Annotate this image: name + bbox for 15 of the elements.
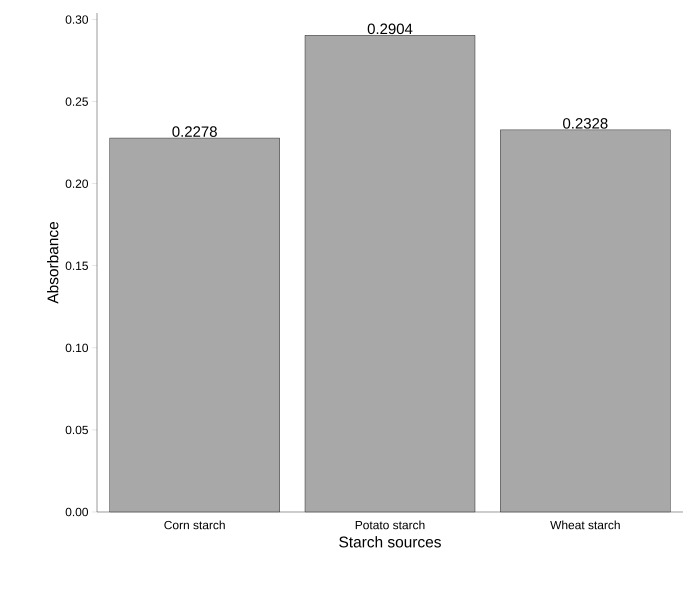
x-tick-label: Wheat starch [550, 520, 620, 530]
y-tick-label: 0.00 [66, 508, 88, 516]
y-tick-label: 0.10 [66, 344, 88, 352]
y-tick-label: 0.05 [66, 426, 88, 434]
x-axis-title: Starch sources [339, 536, 441, 548]
data-label: 0.2328 [563, 118, 608, 129]
y-tick-label: 0.25 [66, 97, 88, 106]
data-label: 0.2904 [368, 24, 412, 34]
data-label: 0.2278 [172, 126, 217, 137]
x-tick-label: Potato starch [356, 520, 424, 530]
y-tick-label: 0.30 [66, 15, 88, 24]
x-tick-label: Corn starch [164, 520, 225, 530]
y-tick-label: 0.15 [66, 262, 88, 270]
y-axis-title: Absorbance [47, 222, 58, 304]
y-tick-label: 0.20 [66, 179, 88, 188]
